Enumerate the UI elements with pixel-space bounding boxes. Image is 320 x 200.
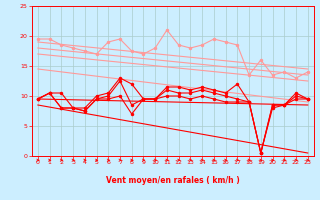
X-axis label: Vent moyen/en rafales ( km/h ): Vent moyen/en rafales ( km/h ) [106,176,240,185]
